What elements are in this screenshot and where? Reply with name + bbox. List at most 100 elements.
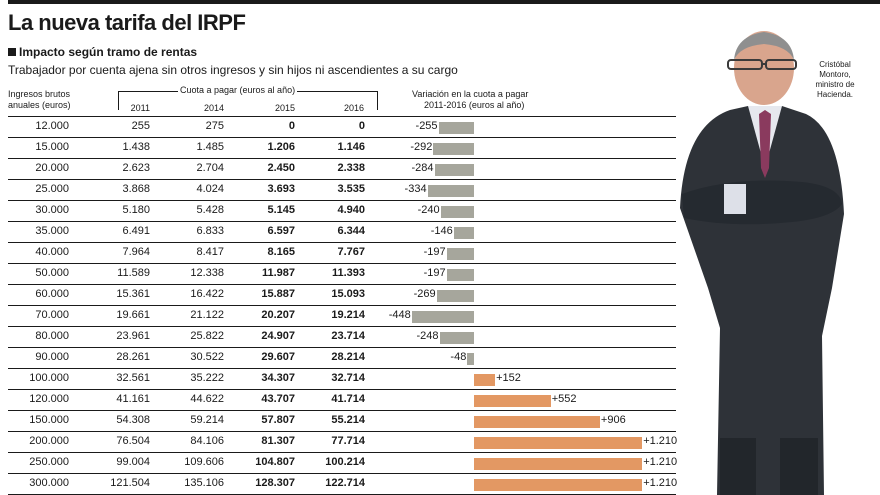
cuota-2015-cell: 15.887	[261, 288, 295, 300]
variacion-label: +1.210	[643, 477, 678, 489]
header-2014: 2014	[203, 103, 224, 113]
cuota-2014-cell: 84.106	[190, 435, 224, 447]
cuota-2015-cell: 34.307	[261, 372, 295, 384]
ingresos-cell: 100.000	[29, 372, 69, 384]
cuota-2011-cell: 19.661	[116, 309, 150, 321]
cuota-2014-cell: 1.485	[196, 141, 224, 153]
cuota-2015-cell: 3.693	[267, 183, 295, 195]
variacion-label: -48	[450, 351, 467, 363]
ingresos-cell: 150.000	[29, 414, 69, 426]
cuota-2016-cell: 32.714	[331, 372, 365, 384]
variacion-label: +906	[600, 414, 626, 426]
table-row: 200.000 76.504 84.106 81.307 77.714 +1.210	[8, 432, 677, 453]
cuota-2016-cell: 77.714	[331, 435, 365, 447]
cuota-2011-cell: 28.261	[116, 351, 150, 363]
table-row: 40.000 7.964 8.417 8.165 7.767 -197	[8, 243, 676, 264]
cuota-2014-cell: 5.428	[196, 204, 224, 216]
cuota-2016-cell: 41.714	[331, 393, 365, 405]
variacion-bar	[474, 458, 643, 470]
cuota-2014-cell: 135.106	[184, 477, 224, 489]
cuota-2015-cell: 104.807	[255, 456, 295, 468]
ingresos-cell: 70.000	[35, 309, 69, 321]
table-row: 35.000 6.491 6.833 6.597 6.344 -146	[8, 222, 676, 243]
variacion-label: -292	[410, 141, 433, 153]
table-row: 250.000 99.004 109.606 104.807 100.214 +1.210	[8, 453, 677, 474]
header-2011: 2011	[130, 103, 150, 113]
cuota-2016-cell: 0	[358, 120, 365, 132]
square-bullet-icon	[8, 48, 16, 56]
variacion-bar	[467, 353, 474, 365]
header-ingresos-line2: anuales (euros)	[8, 100, 71, 110]
cuota-2016-cell: 15.093	[331, 288, 365, 300]
ingresos-cell: 250.000	[29, 456, 69, 468]
variacion-bar	[474, 416, 600, 428]
variacion-label: -248	[416, 330, 439, 342]
variacion-label: -240	[417, 204, 440, 216]
ingresos-cell: 90.000	[35, 351, 69, 363]
cuota-2015-cell: 29.607	[261, 351, 295, 363]
header-ingresos-line1: Ingresos brutos	[8, 89, 71, 99]
cuota-2011-cell: 54.308	[116, 414, 150, 426]
cuota-2015-cell: 128.307	[255, 477, 295, 489]
cuota-2011-cell: 23.961	[116, 330, 150, 342]
cuota-2015-cell: 1.206	[267, 141, 295, 153]
variacion-bar	[433, 143, 474, 155]
cuota-2016-cell: 1.146	[337, 141, 365, 153]
variacion-bar	[474, 437, 643, 449]
table-row: 60.000 15.361 16.422 15.887 15.093 -269	[8, 285, 676, 306]
cuota-2014-cell: 275	[205, 120, 224, 132]
cuota-2011-cell: 32.561	[116, 372, 150, 384]
cuota-2014-cell: 4.024	[196, 183, 224, 195]
variacion-bar	[440, 206, 474, 218]
cuota-2015-cell: 2.450	[267, 162, 295, 174]
cuota-2011-cell: 5.180	[122, 204, 150, 216]
cuota-2016-cell: 19.214	[331, 309, 365, 321]
cuota-2016-cell: 122.714	[325, 477, 365, 489]
variacion-bar	[411, 311, 474, 323]
cuota-2016-cell: 3.535	[337, 183, 365, 195]
cuota-2016-cell: 100.214	[325, 456, 365, 468]
variacion-label: -197	[423, 246, 446, 258]
ingresos-cell: 200.000	[29, 435, 69, 447]
cuota-2011-cell: 15.361	[116, 288, 150, 300]
cuota-2011-cell: 1.438	[122, 141, 150, 153]
cuota-2015-cell: 8.165	[267, 246, 295, 258]
cuota-2015-cell: 0	[288, 120, 295, 132]
cuota-2011-cell: 3.868	[122, 183, 150, 195]
table-row: 15.000 1.438 1.485 1.206 1.146 -292	[8, 138, 676, 159]
header-2015: 2015	[274, 103, 295, 113]
ingresos-cell: 50.000	[35, 267, 69, 279]
top-rule	[8, 0, 880, 4]
header-rule	[8, 116, 676, 117]
cuota-2011-cell: 11.589	[117, 267, 150, 279]
variacion-label: +152	[496, 372, 521, 384]
cuota-2011-cell: 7.964	[122, 246, 150, 258]
variacion-bar	[474, 479, 643, 491]
cuota-2014-cell: 8.417	[196, 246, 224, 258]
table-row: 120.000 41.161 44.622 43.707 41.714 +552	[8, 390, 676, 411]
table-row: 50.000 11.589 12.338 11.987 11.393 -197	[8, 264, 676, 285]
table-row: 70.000 19.661 21.122 20.207 19.214 -448	[8, 306, 676, 327]
cuota-2011-cell: 255	[131, 120, 150, 132]
header-variacion-line2: 2011-2016 (euros al año)	[424, 100, 525, 110]
caption-line-1: Cristóbal	[819, 60, 851, 69]
cuota-2015-cell: 20.207	[261, 309, 295, 321]
ingresos-cell: 25.000	[35, 183, 69, 195]
variacion-label: -197	[423, 267, 446, 279]
ingresos-cell: 35.000	[35, 225, 69, 237]
chart-subtitle: Impacto según tramo de rentas	[8, 45, 197, 59]
cuota-2014-cell: 109.606	[184, 456, 224, 468]
ingresos-cell: 60.000	[35, 288, 69, 300]
caption-line-3: ministro de	[815, 80, 855, 89]
cuota-2014-cell: 44.622	[190, 393, 224, 405]
cuota-2016-cell: 2.338	[337, 162, 365, 174]
variacion-bar	[427, 185, 474, 197]
ingresos-cell: 15.000	[35, 141, 69, 153]
ingresos-cell: 120.000	[29, 393, 69, 405]
variacion-bar	[474, 374, 496, 386]
cuota-2014-cell: 6.833	[196, 225, 224, 237]
table-row: 80.000 23.961 25.822 24.907 23.714 -248	[8, 327, 676, 348]
cuota-2011-cell: 6.491	[122, 225, 150, 237]
ingresos-cell: 300.000	[29, 477, 69, 489]
ingresos-cell: 20.000	[35, 162, 69, 174]
